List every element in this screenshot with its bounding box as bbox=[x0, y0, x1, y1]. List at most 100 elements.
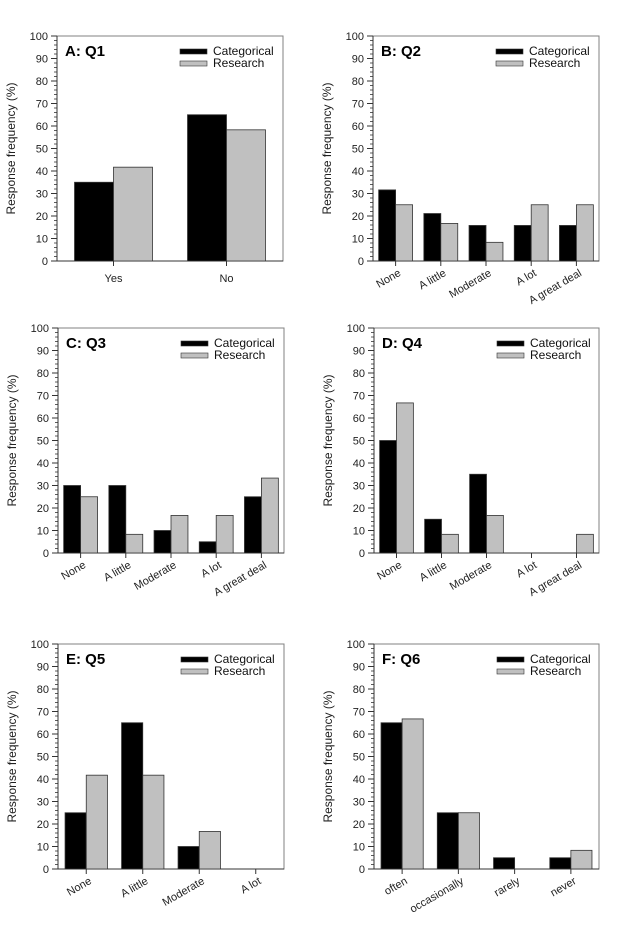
bar-research bbox=[215, 515, 234, 554]
y-tick-label: 60 bbox=[352, 121, 364, 133]
legend-swatch-research bbox=[180, 352, 209, 359]
y-tick-label: 80 bbox=[37, 368, 49, 380]
y-axis-title: Response frequency (%) bbox=[320, 82, 334, 214]
y-axis-title: Response frequency (%) bbox=[5, 374, 19, 506]
bar-research bbox=[260, 477, 279, 554]
y-tick-label: 90 bbox=[37, 346, 49, 358]
bar-categorical bbox=[423, 213, 442, 262]
x-tick-label: Moderate bbox=[160, 875, 206, 909]
x-tick-label: A lot bbox=[239, 875, 264, 896]
bar-categorical bbox=[513, 225, 532, 262]
bar-research bbox=[113, 166, 153, 262]
panel-title: F: Q6 bbox=[382, 651, 420, 668]
y-tick-label: 30 bbox=[353, 797, 365, 809]
x-tick-label: never bbox=[549, 875, 579, 899]
bar-research bbox=[457, 812, 480, 870]
bar-categorical bbox=[469, 473, 487, 554]
x-tick-label: Moderate bbox=[132, 559, 178, 593]
bar-research bbox=[226, 129, 266, 262]
y-tick-label: 40 bbox=[352, 166, 364, 178]
y-tick-label: 70 bbox=[37, 391, 49, 403]
y-tick-label: 50 bbox=[36, 144, 48, 156]
bar-categorical bbox=[549, 857, 572, 870]
y-tick-label: 80 bbox=[353, 368, 365, 380]
y-tick-label: 60 bbox=[36, 121, 48, 133]
bar-research bbox=[441, 533, 459, 554]
y-tick-label: 20 bbox=[353, 503, 365, 515]
y-tick-label: 10 bbox=[352, 234, 364, 246]
legend-label-research: Research bbox=[213, 56, 264, 70]
x-tick-label: Moderate bbox=[447, 267, 493, 301]
x-tick-label: A lot bbox=[514, 559, 539, 580]
x-tick-label: Yes bbox=[105, 273, 123, 285]
legend-swatch-categorical bbox=[496, 656, 525, 663]
x-tick-label: A little bbox=[417, 267, 448, 292]
y-tick-label: 100 bbox=[30, 31, 48, 43]
x-tick-label: A little bbox=[418, 559, 449, 584]
y-tick-label: 100 bbox=[346, 31, 364, 43]
x-tick-label: None bbox=[374, 267, 403, 291]
x-tick-label: A lot bbox=[199, 559, 224, 580]
x-tick-label: occasionally bbox=[408, 875, 466, 916]
y-axis-title: Response frequency (%) bbox=[321, 374, 335, 506]
y-tick-label: 80 bbox=[353, 684, 365, 696]
y-tick-label: 40 bbox=[353, 458, 365, 470]
y-tick-label: 30 bbox=[37, 481, 49, 493]
legend-swatch-research bbox=[495, 60, 524, 67]
bar-categorical bbox=[177, 846, 200, 870]
panel-title: D: Q4 bbox=[382, 335, 423, 352]
panel-title: B: Q2 bbox=[381, 43, 421, 60]
bar-research bbox=[198, 831, 221, 870]
y-tick-label: 100 bbox=[31, 323, 49, 335]
legend-swatch-research bbox=[496, 352, 525, 359]
y-tick-label: 50 bbox=[37, 752, 49, 764]
panel-f: 0 10 20 30 40 50 60 70 80 90 100 Response frequency… bbox=[321, 639, 600, 916]
panel-b: 0 10 20 30 40 50 60 70 80 90 100 Response frequency… bbox=[320, 31, 600, 307]
panel-a: 0 10 20 30 40 50 60 70 80 90 100 Response frequency… bbox=[4, 31, 284, 285]
bar-research bbox=[440, 223, 459, 262]
y-tick-label: 10 bbox=[37, 526, 49, 538]
bar-research bbox=[142, 774, 165, 870]
y-tick-label: 100 bbox=[31, 639, 49, 651]
x-tick-label: None bbox=[65, 875, 94, 899]
x-tick-label: None bbox=[375, 559, 404, 583]
x-tick-label: often bbox=[382, 875, 409, 898]
y-tick-label: 70 bbox=[37, 707, 49, 719]
x-tick-label: A little bbox=[102, 559, 133, 584]
y-tick-label: 10 bbox=[36, 234, 48, 246]
legend-label-categorical: Categorical bbox=[214, 336, 275, 350]
y-tick-label: 60 bbox=[353, 729, 365, 741]
y-tick-label: 20 bbox=[37, 503, 49, 515]
y-tick-label: 0 bbox=[42, 256, 48, 268]
y-tick-label: 90 bbox=[353, 346, 365, 358]
bar-research bbox=[576, 204, 594, 262]
panel-c: 0 10 20 30 40 50 60 70 80 90 100 Response frequency… bbox=[5, 323, 285, 599]
y-tick-label: 70 bbox=[352, 99, 364, 111]
legend-label-research: Research bbox=[530, 664, 581, 678]
bar-research bbox=[485, 241, 504, 262]
y-tick-label: 20 bbox=[37, 819, 49, 831]
y-tick-label: 30 bbox=[37, 797, 49, 809]
y-tick-label: 0 bbox=[43, 864, 49, 876]
y-tick-label: 90 bbox=[36, 54, 48, 66]
panel-e: 0 10 20 30 40 50 60 70 80 90 100 Response frequency… bbox=[5, 639, 285, 909]
bar-categorical bbox=[121, 722, 144, 870]
y-tick-label: 0 bbox=[358, 256, 364, 268]
bar-categorical bbox=[436, 812, 459, 870]
legend-label-research: Research bbox=[214, 664, 265, 678]
y-tick-label: 20 bbox=[36, 211, 48, 223]
y-tick-label: 100 bbox=[347, 639, 365, 651]
bar-categorical bbox=[153, 530, 172, 554]
y-tick-label: 50 bbox=[37, 436, 49, 448]
y-tick-label: 50 bbox=[353, 752, 365, 764]
y-tick-label: 50 bbox=[352, 144, 364, 156]
legend-label-categorical: Categorical bbox=[214, 652, 275, 666]
legend-swatch-research bbox=[180, 668, 209, 675]
y-tick-label: 30 bbox=[352, 189, 364, 201]
bar-research bbox=[170, 515, 189, 554]
panel-d: 0 10 20 30 40 50 60 70 80 90 100 Response frequency… bbox=[321, 323, 600, 599]
